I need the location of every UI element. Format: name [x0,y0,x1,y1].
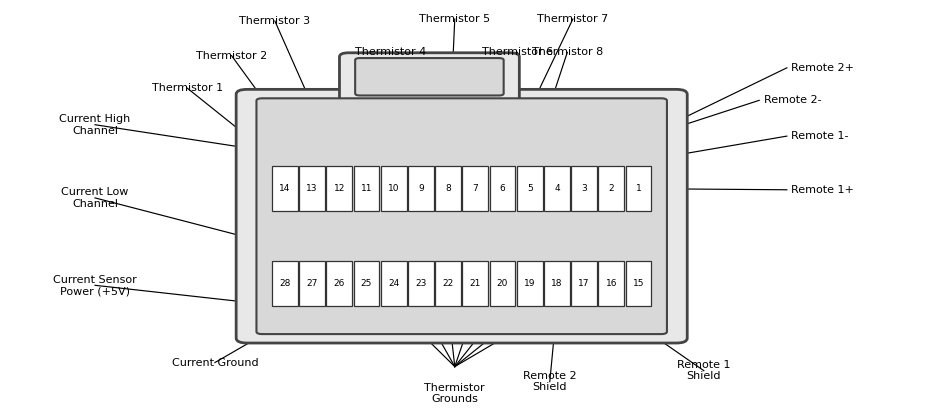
Bar [408,261,433,306]
Text: 21: 21 [469,279,480,288]
Text: Remote 1-: Remote 1- [791,131,848,141]
Text: Remote 2+: Remote 2+ [791,63,854,73]
Text: 8: 8 [445,184,451,193]
Text: 15: 15 [632,279,643,288]
Text: Current Sensor
Power (+5V): Current Sensor Power (+5V) [53,275,137,296]
Text: Current Low
Channel: Current Low Channel [61,187,129,209]
Bar [489,166,514,211]
Text: 5: 5 [527,184,532,193]
Bar [598,166,624,211]
Text: 4: 4 [553,184,559,193]
Bar [516,166,542,211]
Bar [408,166,433,211]
Text: 27: 27 [306,279,317,288]
Text: Thermistor 5: Thermistor 5 [419,14,489,24]
Bar [489,261,514,306]
Text: Thermistor 1: Thermistor 1 [151,83,222,93]
Text: 24: 24 [387,279,399,288]
Text: 10: 10 [387,184,399,193]
Bar [543,261,569,306]
Text: 13: 13 [306,184,317,193]
Text: Thermistor 8: Thermistor 8 [531,47,603,57]
Bar [298,261,324,306]
Text: 11: 11 [361,184,372,193]
Bar [272,166,298,211]
Bar [625,261,651,306]
Text: 3: 3 [580,184,587,193]
Text: Remote 2-: Remote 2- [763,95,820,105]
Text: 20: 20 [496,279,508,288]
Text: Thermistor 4: Thermistor 4 [354,47,425,57]
Bar [462,261,488,306]
Text: 16: 16 [605,279,616,288]
Bar [625,166,651,211]
Bar [353,261,379,306]
Text: 18: 18 [551,279,562,288]
Text: Current Ground: Current Ground [171,358,258,368]
FancyBboxPatch shape [355,58,503,95]
Bar [380,166,406,211]
Text: Current High
Channel: Current High Channel [59,114,131,135]
Text: 14: 14 [279,184,290,193]
FancyBboxPatch shape [339,53,519,102]
Bar [571,261,596,306]
Bar [298,166,324,211]
Bar [435,166,461,211]
Bar [380,261,406,306]
Bar [435,261,461,306]
Text: 7: 7 [472,184,477,193]
Text: 12: 12 [333,184,345,193]
Text: 22: 22 [442,279,453,288]
Bar [326,261,351,306]
Text: 19: 19 [524,279,535,288]
Text: Remote 2
Shield: Remote 2 Shield [523,371,576,392]
Text: 9: 9 [417,184,424,193]
Bar [571,166,596,211]
Text: 23: 23 [414,279,426,288]
Bar [598,261,624,306]
Text: 2: 2 [608,184,614,193]
Text: Remote 1
Shield: Remote 1 Shield [677,360,730,382]
Text: Thermistor 2: Thermistor 2 [196,51,267,61]
Bar [462,166,488,211]
Text: Thermistor 7: Thermistor 7 [537,14,608,24]
Bar [543,166,569,211]
Text: 17: 17 [578,279,590,288]
Text: Thermistor
Grounds: Thermistor Grounds [424,383,485,404]
Text: Thermistor 3: Thermistor 3 [239,16,311,26]
FancyBboxPatch shape [235,89,687,343]
Text: 26: 26 [333,279,345,288]
Text: Thermistor 6: Thermistor 6 [481,47,552,57]
Text: 28: 28 [279,279,290,288]
Text: Remote 1+: Remote 1+ [791,185,854,195]
Bar [353,166,379,211]
Bar [272,261,298,306]
Text: 25: 25 [361,279,372,288]
Text: 1: 1 [635,184,641,193]
Text: 6: 6 [499,184,505,193]
FancyBboxPatch shape [256,98,667,334]
Bar [516,261,542,306]
Bar [326,166,351,211]
